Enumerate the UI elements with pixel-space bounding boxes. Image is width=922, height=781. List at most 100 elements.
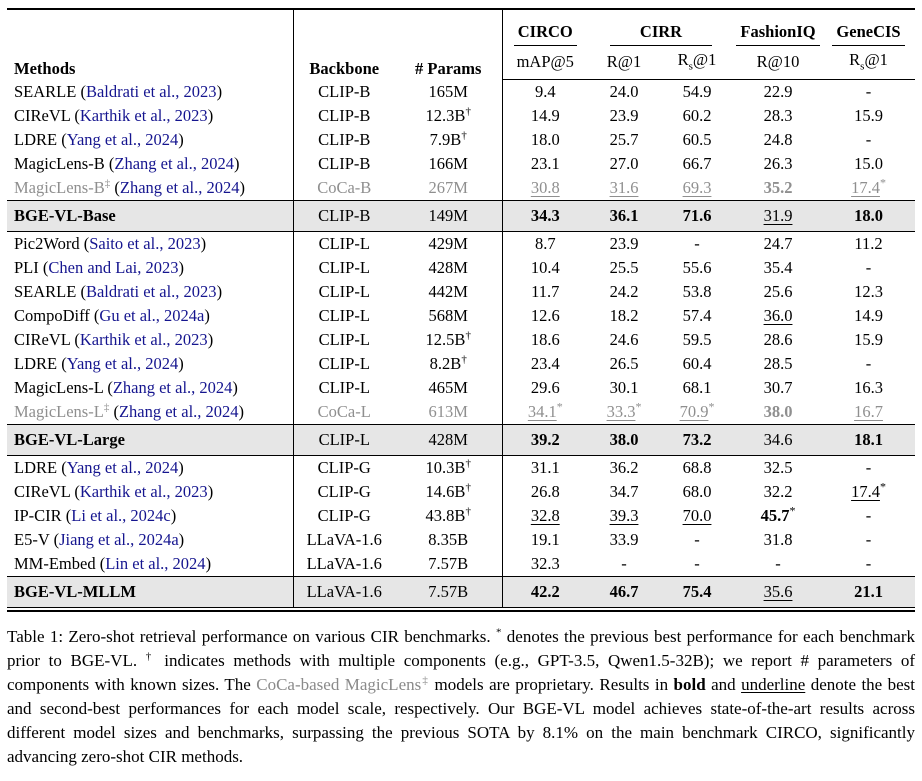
metric-cell: 24.2 [609,282,639,301]
citation-link[interactable]: Chen and Lai, 2023 [48,258,179,277]
backbone-cell: CLIP-L [318,282,370,301]
method-name: LDRE [14,354,58,373]
metric-cell: 25.5 [609,258,639,277]
table-row: CompoDiff (Gu et al., 2024a) CLIP-L 568M 12… [7,304,915,328]
metric-cell: 11.7 [531,282,560,301]
citation-link[interactable]: Karthik et al., 2023 [79,106,208,125]
citation-link[interactable]: Yang et al., 2024 [66,354,179,373]
metric-cell: 25.6 [763,282,793,301]
caption-segment: CoCa-based MagicLens [256,675,422,694]
metric-cell: 23.9 [609,106,639,125]
metric-cell: 24.0 [609,82,639,101]
metric-cell: 36.2 [609,458,639,477]
citation-link[interactable]: Baldrati et al., 2023 [85,81,217,101]
metric-cell: - [865,530,872,549]
citation-link[interactable]: Yang et al., 2024 [66,130,179,149]
method-name: Pic2Word [14,234,80,253]
backbone-cell: CLIP-L [293,424,395,456]
params-cell: 14.6B† [395,480,503,504]
caption-segment: indicates methods with multiple componen… [7,651,915,694]
citation-link[interactable]: Gu et al., 2024a [99,306,205,325]
metric-cell: 11.2 [854,234,883,253]
params-cell: 568M [395,304,503,328]
caption-segment: underline [741,675,806,694]
metric-cell: 66.7 [682,154,712,173]
params-cell: 465M [395,376,503,400]
citation-link[interactable]: Karthik et al., 2023 [79,330,208,349]
metric-cell: 46.7 [588,576,660,608]
col-header-methods: Methods [7,10,294,80]
method-name: LDRE [14,458,58,477]
caption-segment: and [705,675,742,694]
method-name: CIReVL [14,482,71,501]
table-row: MM-Embed (Lin et al., 2024) LLaVA-1.6 7.57… [7,552,915,577]
citation-link[interactable]: Yang et al., 2024 [66,458,179,477]
citation-link[interactable]: Zhang et al., 2024 [118,402,239,421]
metric-cell: 24.8 [763,130,793,149]
metric-cell: 39.3 [609,506,639,525]
col-header-params: # Params [395,10,503,80]
metric-cell: 14.9 [854,306,883,325]
citation-link[interactable]: Baldrati et al., 2023 [85,282,217,301]
metric-cell: 12.3 [854,282,883,301]
metric-cell: 32.3 [530,554,560,573]
metric-cell: 21.1 [822,576,916,608]
citation-link[interactable]: Saito et al., 2023 [89,234,201,253]
metric-cell: - [694,554,700,573]
metric-cell: 26.3 [763,154,793,173]
citation-link[interactable]: Zhang et al., 2024 [112,378,233,397]
table-1: Methods Backbone # Params CIRCO CIRR FashionI… [7,8,916,612]
metric-cell: 9.4 [534,82,556,101]
citation-link[interactable]: Zhang et al., 2024 [114,154,234,173]
metric-cell: 17.4* [851,479,886,502]
params-cell: 149M [395,200,503,232]
table-row: CIReVL (Karthik et al., 2023) CLIP-B 12.3B… [7,104,915,128]
backbone-cell: CLIP-B [318,130,371,149]
metric-cell: 31.1 [530,458,560,477]
backbone-cell: CLIP-G [317,458,371,477]
metric-cell: 31.9 [734,200,823,232]
backbone-cell: LLaVA-1.6 [306,530,382,549]
method-cell: PLI (Chen and Lai, 2023) [7,256,294,280]
citation-link[interactable]: Karthik et al., 2023 [79,482,208,501]
backbone-cell: CLIP-L [318,354,370,373]
metric-cell: 54.9 [682,82,712,101]
method-cell: LDRE (Yang et al., 2024) [7,352,294,376]
metric-header: Rs@1 [660,47,735,80]
method-name: CIReVL [14,330,71,349]
metric-cell: 18.6 [530,330,560,349]
metric-cell: - [694,530,700,549]
method-cell: MagicLens-B (Zhang et al., 2024) [7,152,294,176]
col-header-backbone: Backbone [309,58,380,78]
method-name: BGE-VL-MLLM [14,582,136,601]
ours-row: BGE-VL-MLLM LLaVA-1.6 7.57B 42.2 46.7 75.4 35.… [7,576,916,608]
citation-link[interactable]: Lin et al., 2024 [105,554,206,573]
table-row: SEARLE (Baldrati et al., 2023) CLIP-B 165M… [7,79,915,104]
table-row: MagicLens-L‡ (Zhang et al., 2024) CoCa-L 6… [7,400,915,425]
method-cell: E5-V (Jiang et al., 2024a) [7,528,294,552]
metric-cell: - [865,258,872,277]
metric-cell: 57.4 [682,306,712,325]
metric-cell: - [865,130,872,149]
citation-link[interactable]: Li et al., 2024c [71,506,171,525]
metric-cell: 60.4 [682,354,712,373]
backbone-cell: CLIP-L [318,330,370,349]
metric-cell: 28.6 [763,330,793,349]
params-cell: 8.35B [395,528,503,552]
metric-cell: 28.3 [763,106,793,125]
metric-cell: 68.1 [682,378,712,397]
metric-cell: - [694,234,700,253]
metric-cell: 31.6 [609,178,639,197]
metric-cell: 35.6 [734,576,823,608]
metric-cell: 60.5 [682,130,712,149]
table-row: SEARLE (Baldrati et al., 2023) CLIP-L 442M… [7,280,915,304]
metric-cell: 34.3 [502,200,588,232]
citation-link[interactable]: Jiang et al., 2024a [59,530,179,549]
metric-cell: 30.7 [763,378,793,397]
citation-link[interactable]: Zhang et al., 2024 [119,178,240,197]
method-cell: Pic2Word (Saito et al., 2023) [7,231,294,256]
backbone-cell: CLIP-B [318,81,371,101]
method-cell: SEARLE (Baldrati et al., 2023) [7,79,294,104]
metric-cell: 32.2 [763,482,793,501]
